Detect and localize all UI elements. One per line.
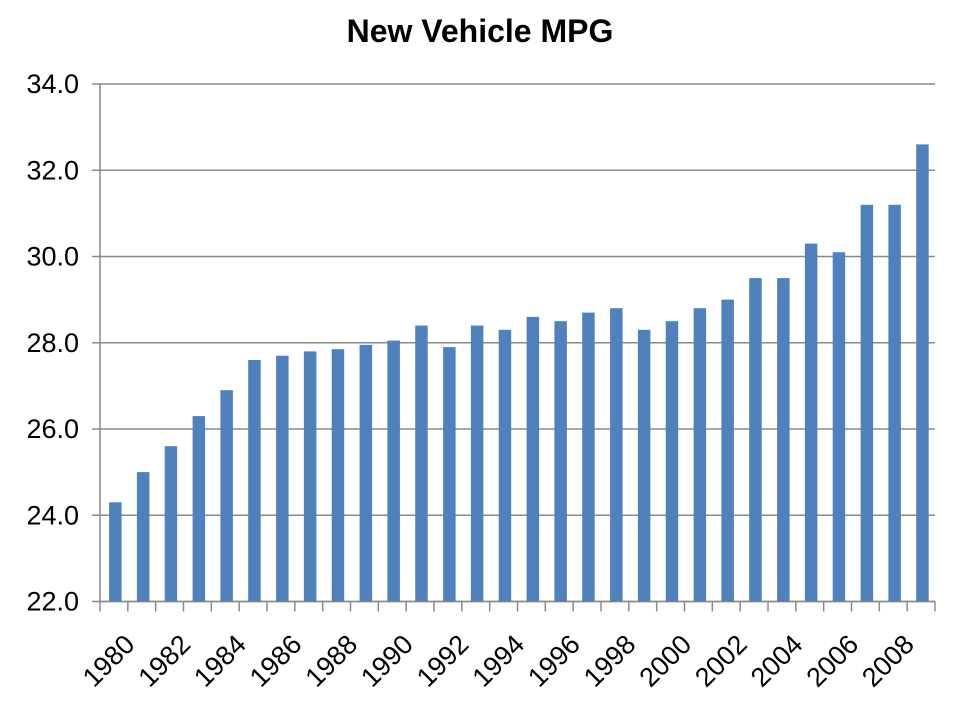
bar-1989 bbox=[359, 344, 373, 602]
bar-1985 bbox=[248, 360, 261, 602]
x-axis-tick-label: 1996 bbox=[522, 629, 586, 693]
x-axis-tick-label: 1994 bbox=[467, 629, 531, 693]
bar-2006 bbox=[832, 252, 846, 602]
bar-1992 bbox=[443, 347, 456, 602]
chart-title: New Vehicle MPG bbox=[346, 13, 614, 49]
bar-2001 bbox=[693, 308, 707, 602]
y-axis-tick-label: 30.0 bbox=[26, 242, 79, 272]
y-axis-tick-label: 34.0 bbox=[26, 69, 79, 99]
bar-1991 bbox=[415, 325, 428, 602]
bar-1996 bbox=[554, 321, 567, 602]
bar-2009 bbox=[916, 144, 929, 602]
y-axis-tick-label: 28.0 bbox=[26, 328, 79, 358]
bar-1980 bbox=[109, 502, 122, 602]
bar-1997 bbox=[582, 312, 595, 602]
bar-1999 bbox=[637, 329, 651, 602]
x-axis-tick-label: 2004 bbox=[745, 629, 809, 693]
x-axis-tick-label: 1980 bbox=[77, 629, 141, 693]
x-axis-tick-label: 1998 bbox=[578, 629, 642, 693]
bar-1987 bbox=[303, 351, 317, 602]
bar-1990 bbox=[387, 340, 400, 602]
x-axis-tick-label: 1992 bbox=[411, 629, 475, 693]
x-axis-tick-label: 2006 bbox=[801, 629, 865, 693]
bar-1993 bbox=[470, 325, 484, 602]
bar-1984 bbox=[220, 390, 233, 602]
y-axis-tick-label: 32.0 bbox=[26, 155, 79, 185]
x-axis-tick-label: 1988 bbox=[300, 629, 364, 693]
y-axis-tick-label: 22.0 bbox=[26, 587, 79, 617]
bar-1981 bbox=[136, 472, 150, 602]
bar-2003 bbox=[749, 278, 762, 602]
y-axis-tick-label: 26.0 bbox=[26, 414, 79, 444]
bar-1982 bbox=[164, 446, 178, 602]
x-axis-tick-label: 2008 bbox=[856, 629, 920, 693]
x-axis-tick-label: 1982 bbox=[133, 629, 197, 693]
bar-2008 bbox=[888, 204, 901, 602]
bar-2004 bbox=[777, 278, 790, 602]
bar-1983 bbox=[192, 416, 206, 602]
bar-2005 bbox=[804, 243, 818, 602]
x-axis-tick-label: 2000 bbox=[634, 629, 698, 693]
bar-1988 bbox=[331, 349, 345, 602]
x-axis-tick-label: 2002 bbox=[689, 629, 753, 693]
x-axis-tick-label: 1986 bbox=[244, 629, 308, 693]
bar-1998 bbox=[610, 308, 623, 602]
bar-2007 bbox=[860, 204, 874, 602]
bar-2002 bbox=[721, 299, 734, 602]
bar-2000 bbox=[665, 321, 679, 602]
bar-1994 bbox=[498, 329, 512, 602]
bar-1995 bbox=[526, 316, 540, 602]
x-axis-tick-label: 1984 bbox=[188, 629, 252, 693]
x-axis-tick-label: 1990 bbox=[355, 629, 419, 693]
y-axis-tick-label: 24.0 bbox=[26, 500, 79, 530]
bar-1986 bbox=[276, 355, 289, 602]
